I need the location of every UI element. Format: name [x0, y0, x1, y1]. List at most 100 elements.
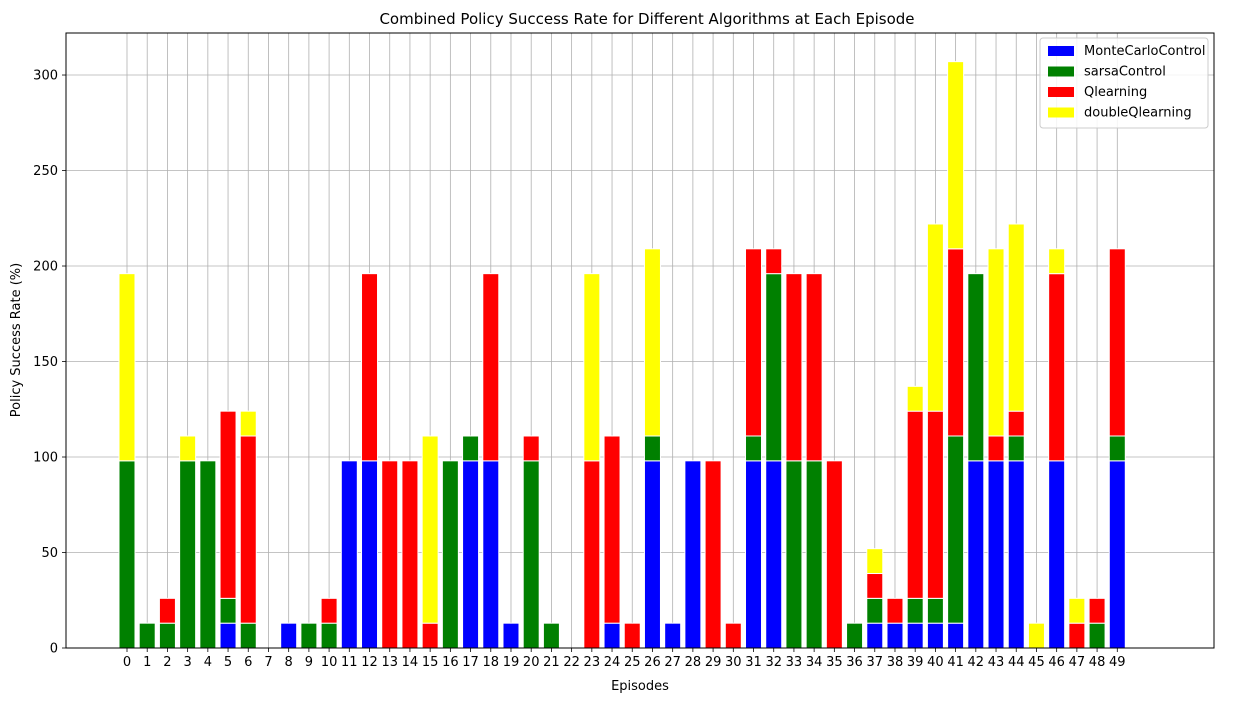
x-tick-label: 39: [907, 655, 924, 670]
x-tick-label: 44: [1008, 655, 1025, 670]
bar-segment: [462, 435, 480, 462]
bar-segment: [643, 248, 661, 437]
x-tick-label: 31: [745, 655, 762, 670]
bar-segment: [320, 597, 338, 624]
bars: [118, 61, 1126, 649]
x-tick-label: 17: [462, 655, 479, 670]
bar-segment: [340, 460, 358, 649]
x-tick-label: 19: [503, 655, 520, 670]
x-tick-label: 32: [765, 655, 782, 670]
bar-segment: [765, 273, 783, 462]
y-axis-ticks: 0 50 100 150 200 250 300: [33, 69, 66, 657]
x-tick-label: 37: [866, 655, 883, 670]
bar-segment: [684, 460, 702, 649]
x-tick-label: 43: [988, 655, 1005, 670]
bar-segment: [724, 622, 742, 649]
bar-segment: [866, 597, 884, 624]
x-tick-label: 26: [644, 655, 661, 670]
x-tick-label: 20: [523, 655, 540, 670]
y-tick-label: 150: [33, 355, 58, 370]
bar-segment: [1088, 597, 1106, 624]
bar-segment: [785, 460, 803, 649]
legend-label: doubleQlearning: [1084, 106, 1192, 121]
bar-segment: [280, 622, 298, 649]
bar-segment: [947, 248, 965, 437]
x-tick-label: 15: [422, 655, 439, 670]
bar-segment: [825, 460, 843, 649]
bar-segment: [1108, 248, 1126, 437]
x-tick-label: 23: [584, 655, 601, 670]
bar-segment: [1088, 622, 1106, 649]
bar-segment: [502, 622, 520, 649]
bar-segment: [482, 460, 500, 649]
bar-segment: [906, 410, 924, 599]
bar-segment: [1007, 435, 1025, 462]
y-tick-label: 200: [33, 260, 58, 275]
chart-title: Combined Policy Success Rate for Differe…: [379, 10, 914, 28]
bar-segment: [947, 622, 965, 649]
x-tick-label: 14: [402, 655, 419, 670]
x-tick-label: 0: [123, 655, 131, 670]
x-tick-label: 42: [968, 655, 985, 670]
bar-segment: [603, 622, 621, 649]
x-tick-label: 30: [725, 655, 742, 670]
bar-segment: [886, 597, 904, 624]
x-tick-label: 3: [183, 655, 191, 670]
bar-segment: [179, 460, 197, 649]
x-tick-label: 11: [341, 655, 358, 670]
bar-segment: [704, 460, 722, 649]
bar-segment: [1048, 248, 1066, 275]
bar-segment: [522, 435, 540, 462]
bar-segment: [583, 273, 601, 462]
x-tick-label: 5: [224, 655, 232, 670]
bar-segment: [401, 460, 419, 649]
x-tick-label: 1: [143, 655, 151, 670]
x-tick-label: 36: [846, 655, 863, 670]
y-axis-label: Policy Success Rate (%): [9, 263, 24, 417]
bar-segment: [866, 548, 884, 575]
bar-segment: [926, 597, 944, 624]
bar-segment: [886, 622, 904, 649]
y-tick-label: 300: [33, 69, 58, 84]
legend: MonteCarloControl sarsaControl Qlearning do…: [1039, 37, 1209, 129]
x-tick-label: 33: [786, 655, 803, 670]
bar-segment: [785, 273, 803, 462]
bar-segment: [906, 385, 924, 412]
x-tick-label: 24: [604, 655, 621, 670]
legend-swatch: [1048, 66, 1074, 77]
bar-segment: [1048, 460, 1066, 649]
bar-segment: [1007, 460, 1025, 649]
bar-segment: [1108, 460, 1126, 649]
x-tick-label: 48: [1089, 655, 1106, 670]
x-tick-label: 7: [264, 655, 272, 670]
x-tick-label: 13: [381, 655, 398, 670]
bar-segment: [482, 273, 500, 462]
bar-segment: [623, 622, 641, 649]
bar-segment: [987, 248, 1005, 437]
x-tick-label: 35: [826, 655, 843, 670]
bar-segment: [745, 435, 763, 462]
bar-segment: [158, 622, 176, 649]
x-tick-label: 9: [305, 655, 313, 670]
x-tick-label: 16: [442, 655, 459, 670]
bar-segment: [320, 622, 338, 649]
bar-segment: [239, 410, 257, 437]
bar-segment: [805, 460, 823, 649]
bar-segment: [745, 248, 763, 437]
legend-label: Qlearning: [1084, 85, 1147, 100]
bar-segment: [926, 622, 944, 649]
bar-segment: [421, 435, 439, 624]
bar-segment: [441, 460, 459, 649]
bar-segment: [1027, 622, 1045, 649]
legend-swatch: [1048, 46, 1074, 56]
bar-segment: [361, 460, 379, 649]
bar-segment: [643, 460, 661, 649]
bar-segment: [1007, 410, 1025, 437]
legend-label: sarsaControl: [1084, 65, 1166, 80]
bar-segment: [138, 622, 156, 649]
bar-segment: [947, 61, 965, 250]
bar-segment: [926, 223, 944, 412]
bar-segment: [219, 410, 237, 599]
bar-segment: [745, 460, 763, 649]
x-tick-label: 21: [543, 655, 560, 670]
